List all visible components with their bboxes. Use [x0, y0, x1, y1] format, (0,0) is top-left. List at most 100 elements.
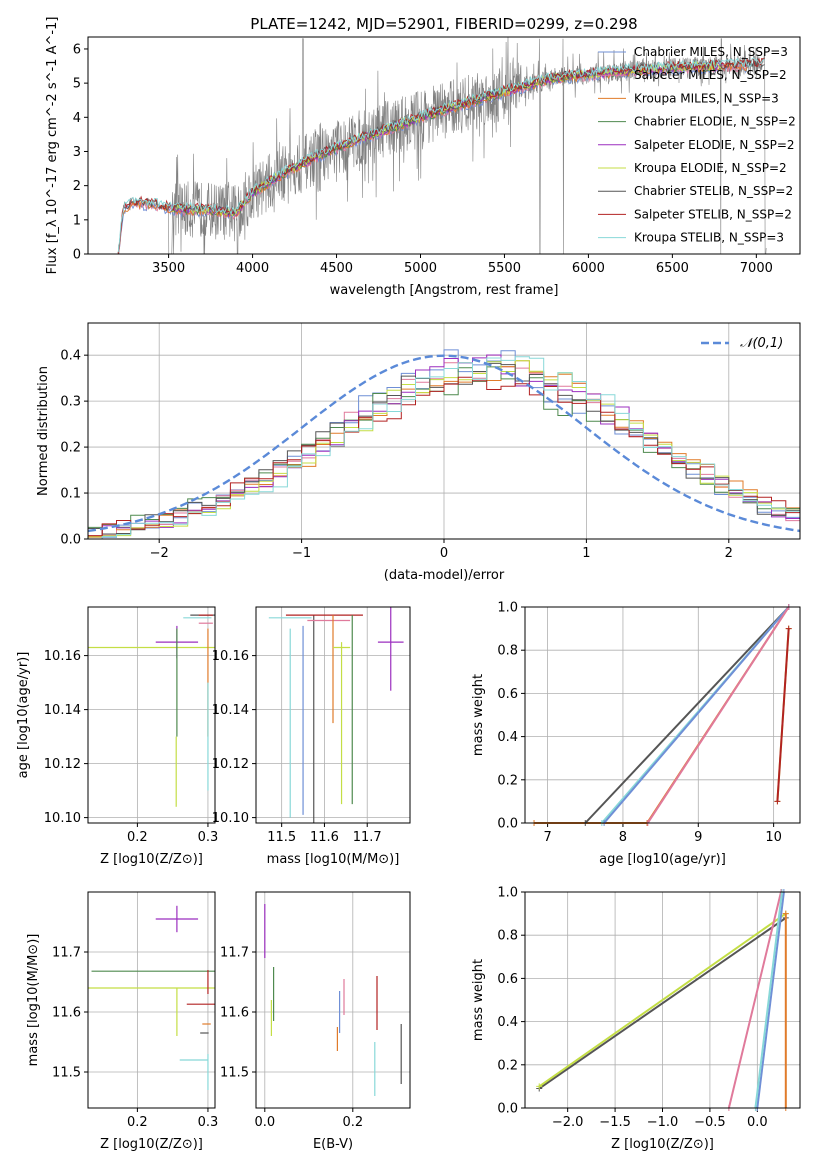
- legend-label: Kroupa ELODIE, N_SSP=2: [634, 161, 787, 175]
- y-tick-label: 0: [73, 248, 81, 263]
- x-tick-label: 4000: [236, 261, 269, 276]
- x-tick-label: 0.2: [127, 1115, 148, 1130]
- age-vs-Z-axes: 0.2 0.3 10.10 10.12 10.14 10.16: [44, 607, 219, 845]
- x-tick-label: −1.0: [647, 1115, 679, 1130]
- x-tick-label: 0.2: [127, 830, 148, 845]
- x-tick-label: 11.6: [310, 830, 339, 845]
- y-axis-label: Normed distribution: [36, 366, 51, 496]
- legend-label: Kroupa MILES, N_SSP=3: [634, 91, 779, 105]
- legend-label: Kroupa STELIB, N_SSP=3: [634, 231, 784, 245]
- cumulative-line: [776, 628, 790, 802]
- x-tick-label: 10: [765, 830, 782, 845]
- y-tick-label: 11.5: [220, 1066, 249, 1081]
- figure-title: PLATE=1242, MJD=52901, FIBERID=0299, z=0…: [250, 15, 637, 33]
- mass-vs-Z-points: [88, 905, 215, 1090]
- y-axis-label: mass weight: [471, 674, 486, 756]
- y-tick-label: 11.6: [52, 1006, 81, 1021]
- cumulative-Z-axes: −2.0 −1.5 −1.0 −0.5 0.0 0.0 0.2 0.4 0.6 0.8 1.0: [497, 886, 800, 1130]
- y-tick-label: 0.8: [497, 644, 518, 659]
- y-axis-label: age [log10(age/yr)]: [16, 652, 31, 779]
- residuals-legend: 𝒩(0,1): [701, 336, 783, 351]
- x-tick-label: 1: [582, 546, 590, 561]
- y-tick-label: 10.10: [212, 811, 249, 826]
- legend-label: Chabrier ELODIE, N_SSP=2: [634, 115, 796, 129]
- x-tick-label: 7: [543, 830, 551, 845]
- spectrum-axes: 3500 4000 4500 5000 5500 6000 6500 7000 0 1 2 3 4 5 6: [73, 42, 773, 276]
- y-tick-label: 2: [73, 179, 81, 194]
- x-tick-label: 5000: [404, 261, 437, 276]
- histogram-series: [88, 349, 800, 539]
- x-tick-label: 0.0: [254, 1115, 275, 1130]
- mass-vs-Z-axes: 0.2 0.3 11.5 11.6 11.7: [52, 892, 218, 1130]
- x-axis-label: Z [log10(Z/Z⊙)]: [100, 1137, 203, 1152]
- axes-frame: [255, 606, 411, 824]
- axes-frame: [87, 606, 216, 824]
- y-tick-label: 10.12: [212, 757, 249, 772]
- legend-label: Salpeter ELODIE, N_SSP=2: [634, 138, 795, 152]
- x-axis-label: mass [log10(M/M⊙)]: [267, 852, 400, 867]
- x-tick-label: 2: [725, 546, 733, 561]
- y-tick-label: 10.14: [44, 703, 81, 718]
- y-tick-label: 0.6: [497, 687, 518, 702]
- age-vs-mass-axes: 11.5 11.6 11.7 10.10 10.12 10.14 10.16: [212, 607, 410, 845]
- x-tick-label: 5500: [488, 261, 521, 276]
- x-tick-label: 8: [619, 830, 627, 845]
- x-tick-label: −0.5: [694, 1115, 726, 1130]
- cumulative-marker: [782, 910, 789, 917]
- y-tick-label: 11.5: [52, 1066, 81, 1081]
- axes-frame: [87, 36, 801, 255]
- y-tick-label: 4: [73, 111, 81, 126]
- axes-frame: [87, 322, 801, 540]
- x-axis-label: age [log10(age/yr)]: [599, 852, 726, 867]
- y-tick-label: 1.0: [497, 601, 518, 616]
- x-tick-label: 9: [694, 830, 702, 845]
- x-tick-label: 0: [440, 546, 448, 561]
- spectrum-series: [117, 37, 767, 254]
- mass-vs-ebv-axes: 0.0 0.2 11.5 11.6 11.7: [220, 892, 410, 1130]
- age-vs-mass-points: [268, 607, 404, 823]
- cumulative-line: [727, 891, 782, 1109]
- cumulative-age-axes: 7 8 9 10 0.0 0.2 0.4 0.6 0.8 1.0: [497, 601, 800, 845]
- x-tick-label: 0.3: [198, 830, 219, 845]
- residuals-axes: −2 −1 0 1 2 0.0 0.1 0.2 0.3 0.4: [60, 323, 800, 561]
- y-axis-label: mass [log10(M/M⊙)]: [26, 934, 41, 1067]
- y-tick-label: 11.7: [220, 946, 249, 961]
- histogram-step: [88, 366, 800, 528]
- cumulative-line: [646, 606, 790, 824]
- y-tick-label: 0.4: [497, 730, 518, 745]
- cumulative-age-series: [531, 604, 792, 826]
- x-tick-label: 7000: [740, 261, 773, 276]
- y-tick-label: 0.2: [60, 441, 81, 456]
- x-tick-label: −2.0: [552, 1115, 584, 1130]
- y-tick-label: 10.14: [212, 703, 249, 718]
- x-tick-label: 4500: [320, 261, 353, 276]
- y-tick-label: 6: [73, 42, 81, 57]
- cumulative-line: [534, 606, 790, 824]
- x-axis-label: Z [log10(Z/Z⊙)]: [100, 852, 203, 867]
- y-tick-label: 11.7: [52, 946, 81, 961]
- cumulative-line: [538, 917, 787, 1090]
- y-tick-label: 0.0: [60, 533, 81, 548]
- x-tick-label: 6500: [656, 261, 689, 276]
- x-tick-label: 0.3: [198, 1115, 219, 1130]
- legend-label: Salpeter MILES, N_SSP=2: [634, 68, 787, 82]
- model-spectrum-line: [117, 57, 765, 254]
- legend-label: Chabrier MILES, N_SSP=3: [634, 45, 788, 59]
- x-tick-label: 0.2: [342, 1115, 363, 1130]
- x-tick-label: 6000: [572, 261, 605, 276]
- axes-frame: [255, 891, 411, 1109]
- y-tick-label: 0.3: [60, 395, 81, 410]
- y-tick-label: 0.2: [497, 773, 518, 788]
- x-axis-label: (data-model)/error: [384, 568, 505, 583]
- spectrum-legend: Chabrier MILES, N_SSP=3 Salpeter MILES, N…: [598, 45, 796, 245]
- cumulative-line: [584, 606, 790, 824]
- x-tick-label: 11.7: [353, 830, 382, 845]
- y-tick-label: 10.12: [44, 757, 81, 772]
- histogram-step: [88, 376, 800, 537]
- age-vs-Z-points: [88, 614, 215, 807]
- y-tick-label: 0.4: [60, 349, 81, 364]
- y-tick-label: 0.2: [497, 1058, 518, 1073]
- axes-frame: [524, 606, 801, 824]
- axes-frame: [524, 891, 801, 1109]
- x-tick-label: −1.5: [599, 1115, 631, 1130]
